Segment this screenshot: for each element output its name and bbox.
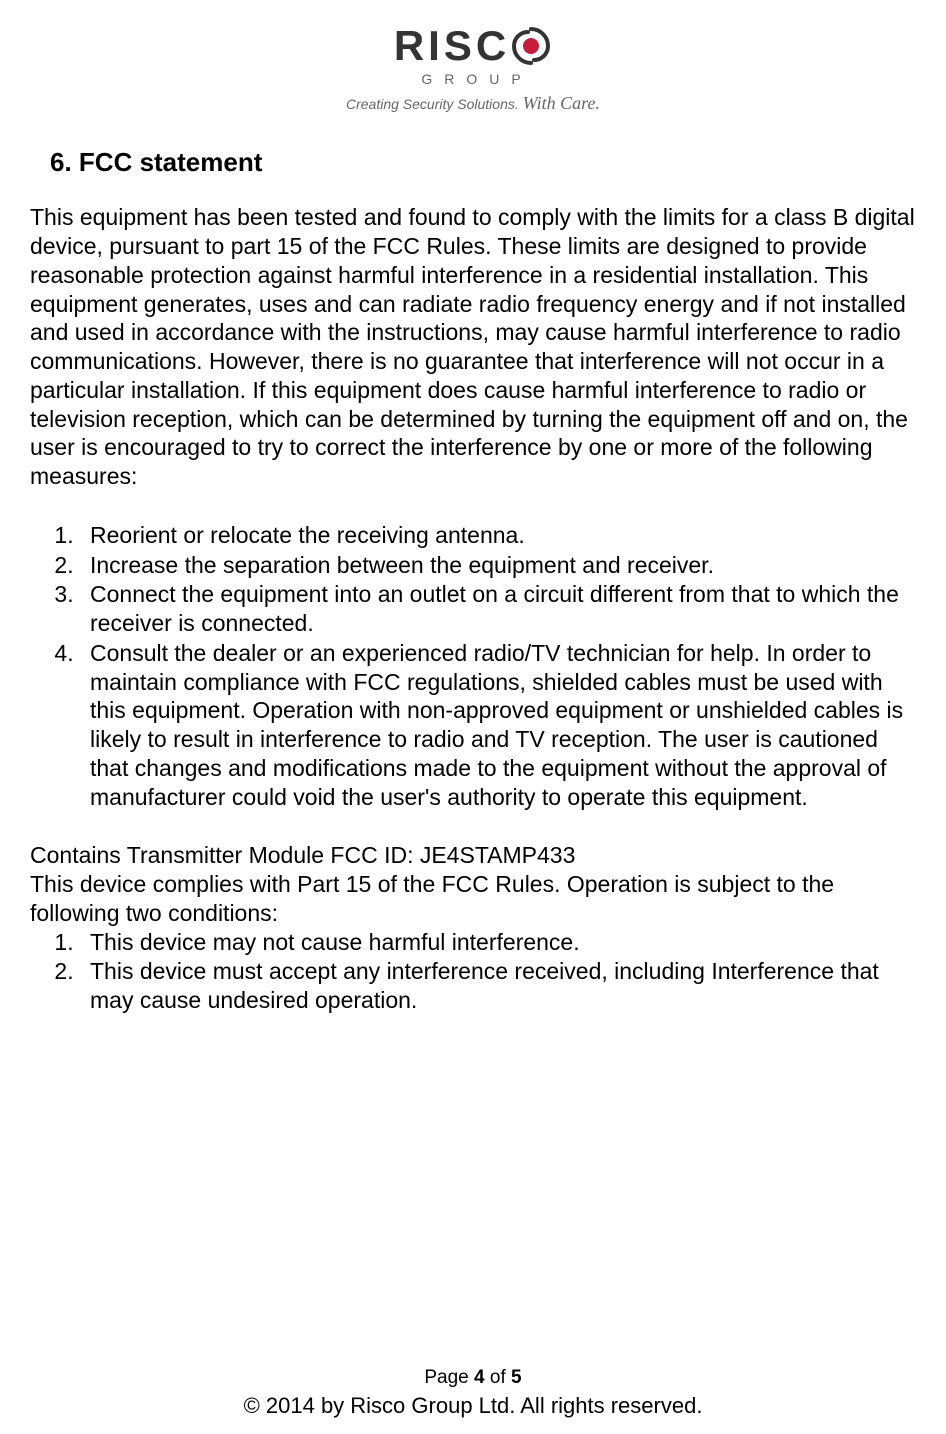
tagline-script: With Care. — [523, 93, 600, 113]
page-number: Page 4 of 5 — [0, 1366, 946, 1390]
logo-brand: RISC — [346, 20, 600, 73]
second-paragraph-text: Contains Transmitter Module FCC ID: JE4S… — [30, 842, 834, 926]
list-item: This device must accept any interference… — [80, 957, 916, 1015]
list-item: Connect the equipment into an outlet on … — [80, 580, 916, 638]
logo-container: RISC GROUP Creating Security Solutions. … — [30, 20, 916, 116]
conditions-list: This device may not cause harmful interf… — [80, 928, 916, 1015]
second-paragraph: Contains Transmitter Module FCC ID: JE4S… — [30, 841, 916, 927]
page-current: 4 — [474, 1367, 485, 1388]
company-logo: RISC GROUP Creating Security Solutions. … — [346, 20, 600, 115]
measures-list: Reorient or relocate the receiving anten… — [80, 521, 916, 812]
spiral-icon — [510, 25, 552, 67]
page-total: 5 — [511, 1367, 522, 1388]
logo-group-text: GROUP — [354, 71, 600, 89]
list-item: Consult the dealer or an experienced rad… — [80, 639, 916, 812]
section-heading: 6. FCC statement — [50, 146, 916, 179]
copyright-text: © 2014 by Risco Group Ltd. All rights re… — [0, 1392, 946, 1420]
tagline-main: Creating Security Solutions. — [346, 96, 519, 112]
page-of: of — [490, 1367, 506, 1388]
list-item: Increase the separation between the equi… — [80, 551, 916, 580]
list-item: This device may not cause harmful interf… — [80, 928, 916, 957]
logo-tagline: Creating Security Solutions. With Care. — [346, 92, 600, 115]
intro-paragraph: This equipment has been tested and found… — [30, 203, 916, 491]
page-label: Page — [424, 1367, 468, 1388]
list-item: Reorient or relocate the receiving anten… — [80, 521, 916, 550]
page-footer: Page 4 of 5 © 2014 by Risco Group Ltd. A… — [0, 1366, 946, 1419]
